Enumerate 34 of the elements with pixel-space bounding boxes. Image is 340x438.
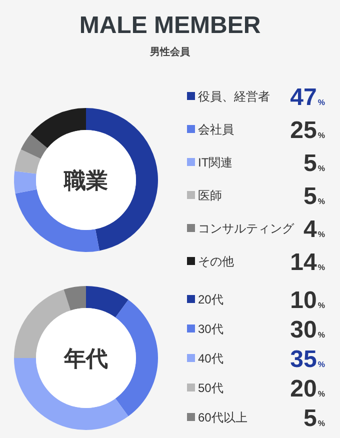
legend-label: 会社員 bbox=[198, 122, 234, 136]
donut-slice bbox=[30, 108, 86, 148]
data-label: 4% bbox=[304, 216, 325, 243]
chart-subtitle: 男性会員 bbox=[149, 46, 191, 58]
legend-label: 役員、経営者 bbox=[198, 90, 270, 104]
legend-label: 60代以上 bbox=[198, 410, 248, 424]
donut-slice bbox=[86, 108, 158, 251]
legend-label: 20代 bbox=[198, 292, 224, 306]
data-label: 5% bbox=[304, 183, 325, 210]
donut-slice bbox=[20, 134, 48, 159]
legend-label: 30代 bbox=[198, 322, 224, 336]
legend-label: その他 bbox=[198, 254, 234, 268]
data-label: 14% bbox=[290, 249, 325, 276]
data-label: 25% bbox=[290, 117, 325, 144]
data-label: 35% bbox=[290, 346, 325, 373]
data-label: 30% bbox=[290, 316, 325, 344]
legend-label: 40代 bbox=[198, 352, 224, 366]
donut-slice bbox=[86, 286, 128, 318]
data-label: 20% bbox=[290, 376, 325, 402]
data-label: 5% bbox=[304, 405, 325, 432]
donut-slice bbox=[14, 170, 37, 194]
legend-label: 50代 bbox=[198, 381, 224, 395]
text: 職業 bbox=[63, 168, 108, 193]
chart-title: MALE MEMBER bbox=[79, 12, 261, 39]
donut-slice bbox=[64, 286, 86, 310]
legend-label: 医師 bbox=[198, 188, 222, 202]
legend-label: IT関連 bbox=[198, 156, 233, 170]
donut-slice bbox=[14, 149, 41, 174]
text: 年代 bbox=[63, 346, 108, 371]
data-label: 5% bbox=[304, 150, 325, 177]
legend-label: コンサルティング bbox=[198, 222, 295, 236]
data-label: 10% bbox=[290, 287, 325, 314]
donut-slice bbox=[115, 300, 158, 416]
data-label: 47% bbox=[290, 84, 325, 111]
